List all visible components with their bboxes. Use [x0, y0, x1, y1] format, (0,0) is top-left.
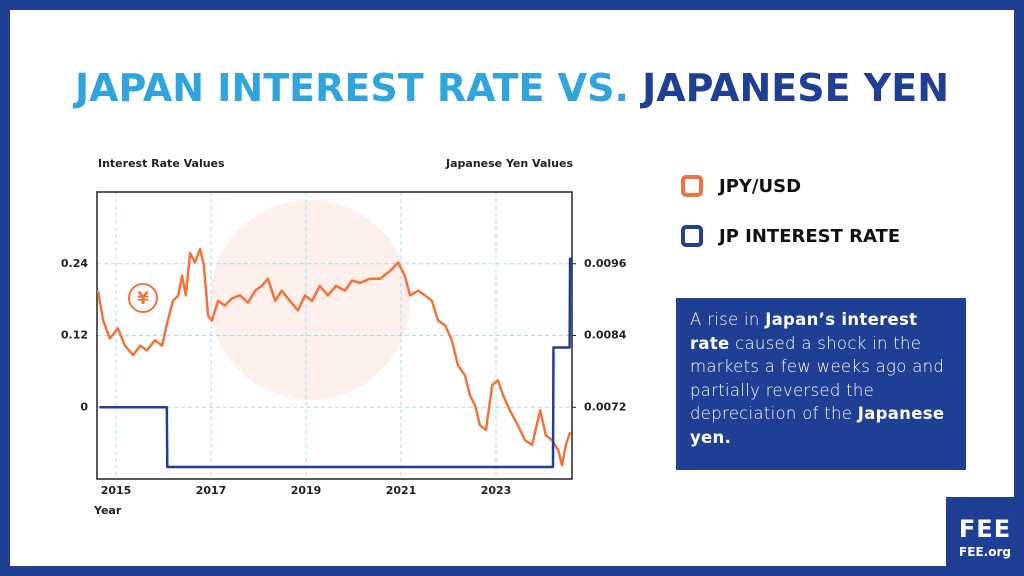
annotation-text: Japanese yen.: [690, 404, 945, 447]
plot-frame: [96, 191, 573, 480]
y2-axis-label: Japanese Yen Values: [445, 157, 573, 170]
annotation-text: Japan’s interest rate: [690, 310, 918, 353]
x-tick-label: 2015: [101, 484, 132, 497]
annotation-box: A rise in Japan’s interest rate caused a…: [676, 298, 966, 470]
yen-icon: [128, 283, 158, 313]
legend-swatch: [681, 225, 703, 247]
legend-label: JPY/USD: [717, 176, 801, 197]
logo-url: FEE.org: [959, 545, 1011, 559]
series-line: [99, 257, 572, 469]
series-line: [96, 247, 572, 467]
x-tick-label: 2021: [386, 484, 417, 497]
title-part: JAPANESE YEN: [639, 66, 949, 110]
chart-title: JAPAN INTEREST RATE VS. JAPANESE YEN: [72, 66, 949, 110]
x-tick-label: 2023: [481, 484, 512, 497]
y2-tick-label: 0.0096: [584, 257, 627, 270]
logo-name: FEE: [958, 515, 1012, 543]
y-axis-label: Interest Rate Values: [98, 157, 225, 170]
y2-tick-label: 0.0072: [584, 400, 626, 413]
legend-label: JP INTEREST RATE: [717, 226, 900, 247]
annotation-text: caused a shock in the markets a few week…: [690, 333, 945, 424]
title-part: JAPAN INTEREST RATE VS.: [72, 66, 629, 110]
x-tick-label: 2017: [196, 484, 227, 497]
y2-tick-label: 0.0084: [584, 329, 627, 342]
annotation-text: A rise in: [690, 310, 766, 329]
yen-icon-text: ¥: [137, 289, 149, 309]
y-tick-label: 0: [80, 400, 88, 413]
logo: FEE FEE.org: [946, 497, 1024, 576]
x-axis-label: Year: [93, 504, 122, 517]
legend-swatch: [681, 175, 703, 197]
y-tick-label: 0.24: [61, 257, 88, 270]
x-tick-label: 2019: [291, 484, 322, 497]
card: [10, 10, 1014, 566]
y-tick-label: 0.12: [61, 329, 88, 342]
